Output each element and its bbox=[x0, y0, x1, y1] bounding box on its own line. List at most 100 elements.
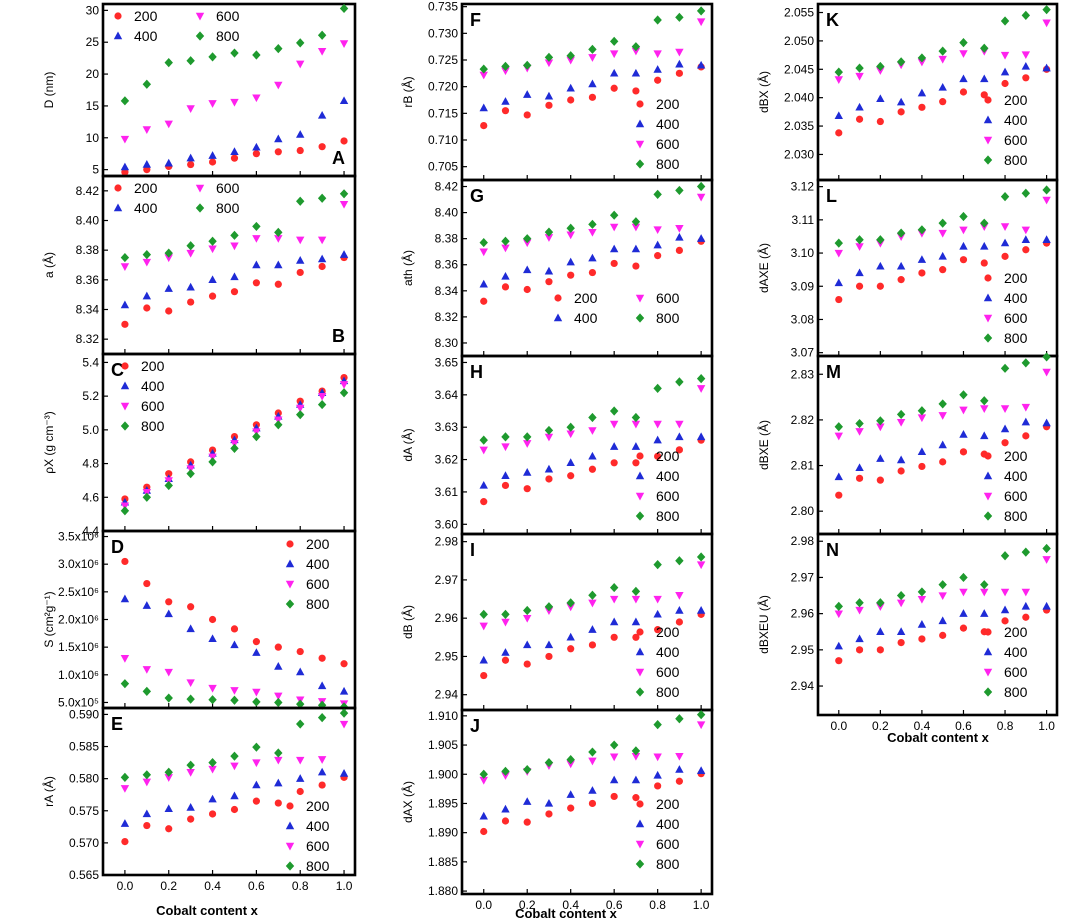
data-point-600 bbox=[980, 405, 989, 413]
y-tick-label: 15 bbox=[86, 99, 100, 113]
data-point-200 bbox=[632, 262, 640, 270]
data-point-400 bbox=[479, 279, 488, 288]
data-point-400 bbox=[855, 268, 864, 277]
data-point-800 bbox=[938, 580, 947, 590]
data-point-800 bbox=[938, 218, 947, 228]
legend-label: 800 bbox=[306, 596, 330, 612]
data-point-800 bbox=[566, 223, 575, 233]
data-point-800 bbox=[588, 412, 597, 423]
data-point-200 bbox=[208, 292, 217, 300]
data-point-400 bbox=[959, 74, 968, 83]
data-point-400 bbox=[653, 770, 662, 779]
data-point-800 bbox=[1042, 185, 1051, 195]
chart-panel-b: 8.32 8.34 8.36 8.38 8.40 8.42 a (Å) B 200 400 600 8… bbox=[41, 174, 357, 356]
data-point-600 bbox=[317, 47, 327, 56]
legend-marker-200 bbox=[984, 452, 992, 460]
legend-marker-400 bbox=[983, 115, 993, 124]
data-point-600 bbox=[501, 618, 510, 627]
legend-marker-800 bbox=[195, 31, 205, 41]
data-point-800 bbox=[523, 60, 532, 70]
data-point-800 bbox=[479, 769, 488, 779]
legend-marker-800 bbox=[635, 313, 645, 323]
legend-marker-800 bbox=[983, 333, 993, 343]
data-point-800 bbox=[834, 422, 843, 432]
y-tick-label: 8.42 bbox=[76, 184, 100, 198]
data-point-200 bbox=[187, 603, 195, 611]
y-tick-label: 2.96 bbox=[791, 607, 815, 621]
data-point-200 bbox=[230, 625, 239, 633]
data-point-800 bbox=[566, 51, 575, 61]
legend-label: 200 bbox=[656, 448, 680, 464]
data-point-600 bbox=[938, 229, 947, 238]
legend-label: 800 bbox=[216, 28, 240, 44]
data-point-200 bbox=[835, 491, 843, 499]
legend-marker-600 bbox=[635, 492, 645, 501]
data-point-200 bbox=[610, 84, 618, 92]
data-point-600 bbox=[164, 120, 173, 129]
data-point-200 bbox=[632, 87, 640, 95]
x-tick-label: 0.8 bbox=[292, 879, 309, 893]
legend-label: 800 bbox=[141, 418, 165, 434]
data-point-800 bbox=[230, 443, 239, 453]
legend-marker-800 bbox=[195, 203, 205, 213]
legend-label: 200 bbox=[1004, 92, 1028, 108]
y-tick-label: 1.900 bbox=[428, 767, 458, 781]
data-point-200 bbox=[480, 671, 488, 680]
y-tick-label: 2.98 bbox=[791, 534, 815, 548]
data-point-400 bbox=[1021, 61, 1031, 70]
data-point-400 bbox=[917, 620, 927, 628]
data-point-800 bbox=[208, 236, 217, 246]
y-tick-label: 30 bbox=[86, 3, 100, 17]
data-point-600 bbox=[523, 440, 532, 448]
data-point-200 bbox=[208, 615, 217, 624]
data-point-200 bbox=[143, 579, 151, 588]
y-axis-label: S (cm²g⁻¹) bbox=[42, 591, 56, 647]
chart-panel-d: 5.0x10⁵ 1.0x10⁶ 1.5x10⁶ 2.0x10⁶ 2.5x10⁶ 3.0x1… bbox=[42, 530, 357, 712]
y-tick-label: 8.40 bbox=[76, 214, 100, 228]
data-point-400 bbox=[876, 94, 885, 103]
data-point-200 bbox=[545, 101, 553, 109]
data-point-800 bbox=[834, 238, 843, 248]
legend-marker-600 bbox=[195, 184, 205, 193]
x-tick-label: 1.0 bbox=[1038, 719, 1055, 733]
legend-label: 200 bbox=[1004, 448, 1028, 464]
data-point-200 bbox=[121, 168, 129, 176]
legend-label: 800 bbox=[216, 200, 240, 216]
data-point-600 bbox=[252, 94, 261, 103]
chart-panel-h: 3.60 3.61 3.62 3.63 3.64 3.65 dA (Å) H 200 400 600… bbox=[400, 354, 714, 536]
data-point-400 bbox=[896, 261, 906, 270]
data-point-200 bbox=[675, 618, 683, 626]
x-axis-label-col1: Cobalt content x bbox=[156, 903, 259, 918]
data-point-400 bbox=[675, 432, 684, 441]
data-point-200 bbox=[501, 817, 510, 825]
legend-marker-800 bbox=[983, 687, 993, 697]
data-point-800 bbox=[230, 230, 239, 240]
y-tick-label: 2.050 bbox=[784, 34, 814, 48]
data-point-800 bbox=[501, 236, 510, 246]
y-axis-label: rB (Å) bbox=[400, 76, 415, 107]
data-point-800 bbox=[252, 221, 261, 232]
data-point-600 bbox=[274, 81, 283, 90]
y-axis-label: dBXEU (Å) bbox=[756, 595, 771, 654]
data-point-800 bbox=[959, 390, 968, 400]
data-point-600 bbox=[479, 776, 488, 785]
data-point-800 bbox=[566, 598, 575, 608]
data-point-600 bbox=[501, 772, 510, 780]
y-tick-label: 3.07 bbox=[791, 346, 815, 360]
legend-marker-800 bbox=[635, 859, 645, 869]
data-point-200 bbox=[480, 297, 488, 305]
data-point-800 bbox=[917, 587, 927, 597]
legend-marker-800 bbox=[120, 421, 130, 431]
data-point-400 bbox=[120, 594, 130, 603]
data-point-600 bbox=[339, 200, 349, 209]
panel-letter: M bbox=[826, 362, 841, 382]
data-point-200 bbox=[675, 69, 683, 77]
data-point-600 bbox=[186, 249, 195, 258]
data-point-200 bbox=[143, 821, 151, 830]
y-tick-label: 2.81 bbox=[791, 459, 815, 473]
data-point-200 bbox=[143, 166, 151, 174]
data-point-200 bbox=[897, 639, 905, 647]
chart-panel-k: 2.030 2.035 2.040 2.045 2.050 2.055 dBX (Å) K 20… bbox=[756, 2, 1059, 182]
data-point-200 bbox=[296, 787, 304, 796]
legend-marker-200 bbox=[114, 184, 122, 192]
